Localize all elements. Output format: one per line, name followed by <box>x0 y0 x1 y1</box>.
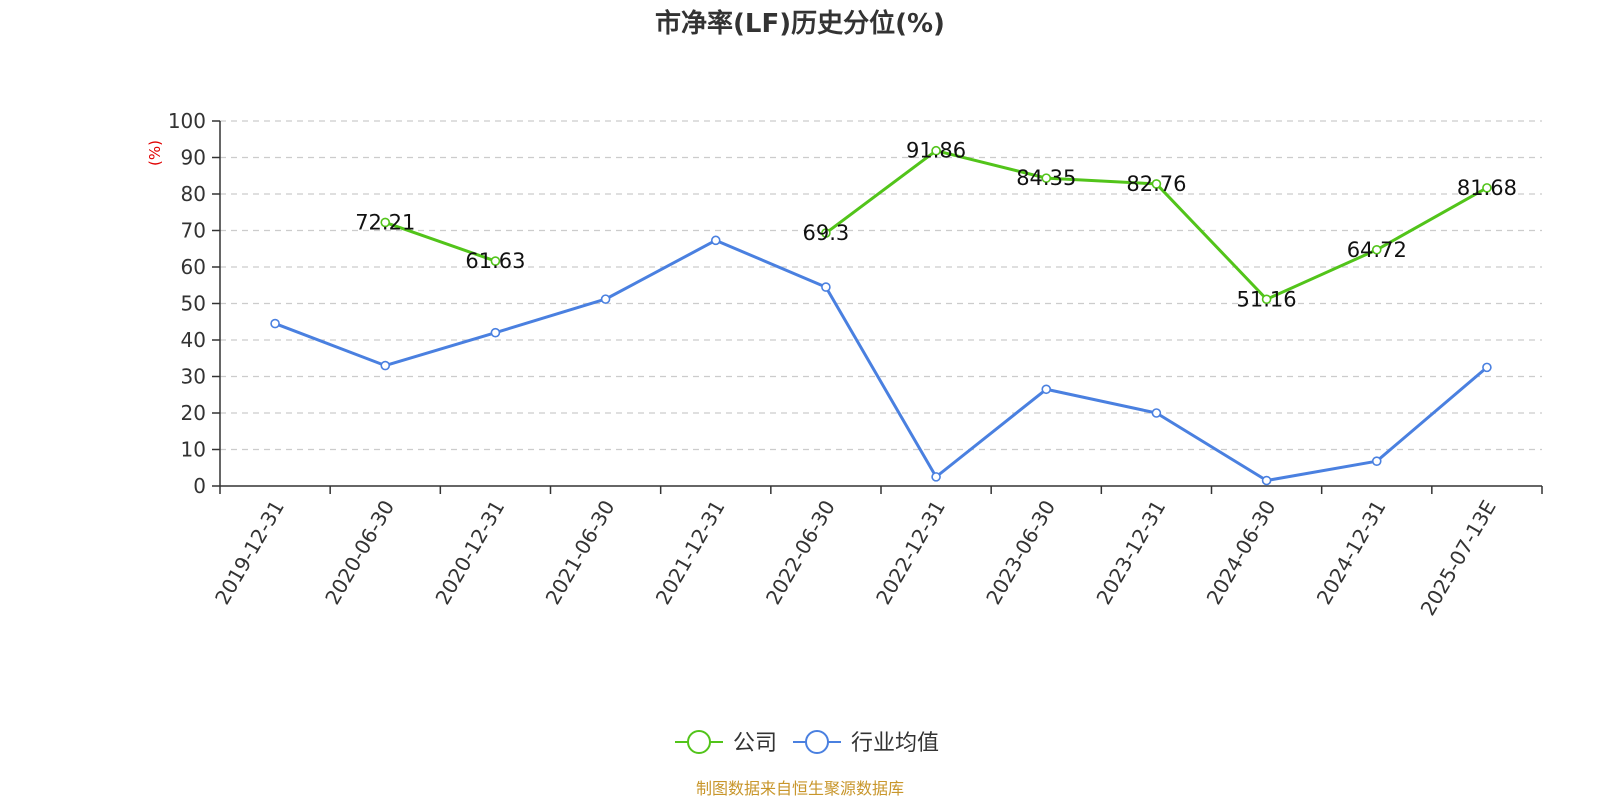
data-point <box>1151 179 1162 189</box>
data-point <box>1371 456 1382 466</box>
data-label: 72.21 <box>355 210 415 234</box>
data-point <box>490 327 501 338</box>
data-point <box>1371 244 1382 255</box>
x-tick-label: 2022-06-30 <box>761 496 840 609</box>
y-tick-label: 90 <box>181 146 206 170</box>
legend-marker <box>687 730 711 754</box>
data-point <box>1261 475 1272 486</box>
x-tick-label: 2025-07-13E <box>1416 496 1501 620</box>
data-point <box>1482 183 1492 193</box>
x-tick-label: 2021-06-30 <box>541 496 620 609</box>
x-tick-label: 2019-12-31 <box>210 496 289 609</box>
x-tick-label: 2020-06-30 <box>320 496 399 609</box>
data-point <box>821 282 831 292</box>
data-point <box>600 294 611 304</box>
y-tick-label: 30 <box>181 365 206 389</box>
axis-layer: 0 10 20 30 40 50 60 70 80 90 100 2019-12-31 2020-06-… <box>168 109 1543 620</box>
legend-marker <box>805 730 829 754</box>
x-tick-label: 2022-12-31 <box>871 496 950 609</box>
y-tick-label: 50 <box>181 292 206 316</box>
x-tick-label: 2023-12-31 <box>1091 496 1170 609</box>
data-point <box>931 472 941 482</box>
data-label: 84.35 <box>1016 166 1076 190</box>
data-label: 82.76 <box>1126 172 1186 196</box>
data-point <box>931 145 941 156</box>
legend-label: 公司 <box>733 731 777 756</box>
data-point <box>1482 362 1492 373</box>
legend-item-1[interactable]: 行业均值 <box>793 730 939 756</box>
y-tick-label: 80 <box>181 182 206 206</box>
chart-title: 市净率(LF)历史分位(%) <box>655 8 945 39</box>
series-layer <box>270 145 1492 486</box>
data-point <box>1151 408 1162 418</box>
data-label: 61.63 <box>465 249 525 273</box>
y-tick-label: 40 <box>181 328 206 352</box>
data-label-layer: 72.21 61.63 69.3 91.86 84.35 82.76 51.16 64.72 8… <box>355 139 1517 312</box>
data-point <box>1041 384 1052 395</box>
x-tick-label: 2023-06-30 <box>981 496 1060 609</box>
series-1 <box>270 235 1492 486</box>
data-label: 81.68 <box>1457 176 1517 200</box>
data-point <box>380 360 391 371</box>
data-label: 69.3 <box>803 221 850 245</box>
x-tick-label: 2021-12-31 <box>651 496 730 609</box>
y-tick-label: 10 <box>181 438 206 462</box>
series-line <box>274 238 1488 483</box>
x-tick-label: 2024-12-31 <box>1312 496 1391 609</box>
data-source-note: 制图数据来自恒生聚源数据库 <box>696 779 904 798</box>
grid-layer <box>220 120 1542 451</box>
x-tick-label: 2020-12-31 <box>430 496 509 609</box>
y-axis-label: (%) <box>146 140 164 166</box>
data-label: 51.16 <box>1237 287 1297 311</box>
data-point <box>490 256 501 266</box>
data-label: 64.72 <box>1347 238 1407 262</box>
data-point <box>821 228 831 238</box>
series-line <box>384 221 496 263</box>
data-point <box>1261 294 1272 305</box>
legend-label: 行业均值 <box>851 731 939 756</box>
data-point <box>380 217 391 228</box>
legend: 公司 行业均值 <box>675 730 939 756</box>
series-0 <box>380 145 1492 305</box>
y-tick-label: 70 <box>181 219 206 243</box>
legend-item-0[interactable]: 公司 <box>675 730 777 756</box>
y-tick-label: 100 <box>168 109 206 133</box>
data-point <box>710 235 721 246</box>
data-label: 91.86 <box>906 139 966 163</box>
x-tick-label: 2024-06-30 <box>1202 496 1281 609</box>
y-tick-label: 60 <box>181 255 206 279</box>
data-point <box>270 318 280 329</box>
data-point <box>1041 173 1052 183</box>
y-tick-label: 0 <box>193 474 206 498</box>
y-tick-label: 20 <box>181 401 206 425</box>
